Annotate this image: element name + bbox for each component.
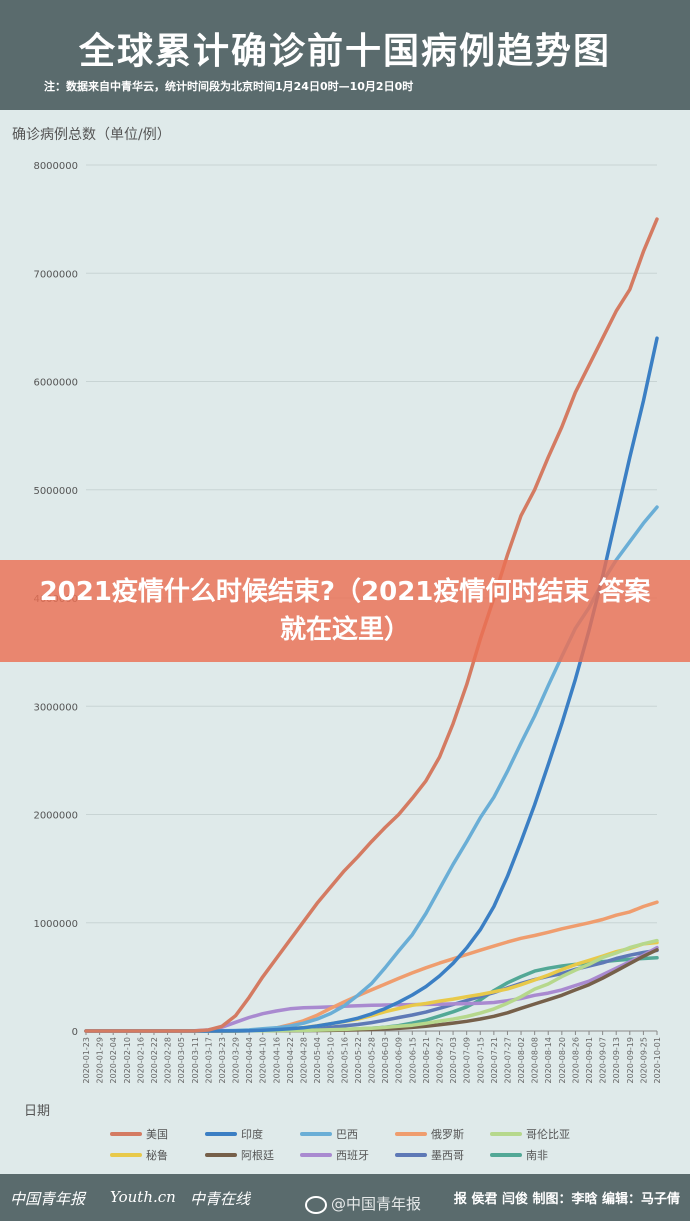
- footer-bar: 中国青年报 Youth.cn 中青在线 报 侯君 闫俊 制图：李晗 编辑：马子倩: [0, 1174, 690, 1221]
- x-tick-label: 2020-07-15: [476, 1037, 485, 1084]
- x-tick-label: 2020-04-04: [245, 1037, 254, 1084]
- x-tick-label: 2020-07-09: [463, 1037, 472, 1084]
- x-tick-label: 2020-09-25: [639, 1037, 648, 1084]
- legend-item: 哥伦比亚: [490, 1127, 570, 1141]
- x-tick-label: 2020-08-02: [517, 1037, 526, 1084]
- x-tick-label: 2020-04-10: [259, 1037, 268, 1084]
- y-tick-label: 7000000: [33, 269, 78, 280]
- x-tick-label: 2020-09-19: [626, 1037, 635, 1084]
- legend-label: 墨西哥: [431, 1149, 464, 1162]
- y-tick-label: 8000000: [33, 161, 78, 172]
- data-source-note: 注：数据来自中青华云，统计时间段为北京时间1月24日0时—10月2日0时: [44, 80, 414, 93]
- x-tick-label: 2020-09-13: [612, 1037, 621, 1084]
- y-tick-label: 1000000: [33, 919, 78, 930]
- watermark-text: @中国青年报: [331, 1195, 422, 1213]
- chart-title: 全球累计确诊前十国病例趋势图: [78, 31, 611, 72]
- logo-cyd: 中国青年报: [10, 1190, 86, 1208]
- y-tick-label: 6000000: [33, 378, 78, 389]
- x-tick-label: 2020-09-07: [599, 1037, 608, 1084]
- weibo-watermark: @中国青年报: [305, 1193, 421, 1214]
- logo-youth: Youth.cn: [110, 1188, 176, 1206]
- x-tick-label: 2020-03-17: [204, 1037, 213, 1084]
- x-tick-label: 2020-03-29: [232, 1037, 241, 1084]
- legend-label: 巴西: [336, 1128, 358, 1141]
- legend-item: 俄罗斯: [395, 1128, 464, 1141]
- headline-text: 2021疫情什么时候结束?（2021疫情何时结束 答案就在这里）: [39, 577, 651, 645]
- series-line: [84, 217, 659, 1033]
- x-tick-label: 2020-02-10: [123, 1037, 132, 1084]
- x-tick-label: 2020-09-01: [585, 1037, 594, 1084]
- series-lines: [84, 217, 659, 1033]
- credit-text: 报 侯君 闫俊 制图：李晗 编辑：马子倩: [453, 1192, 680, 1207]
- legend-item: 印度: [205, 1127, 263, 1141]
- x-tick-label: 2020-04-28: [300, 1037, 309, 1084]
- y-tick-label: 0: [72, 1027, 78, 1038]
- x-tick-label: 2020-07-03: [449, 1037, 458, 1084]
- legend-item: 西班牙: [300, 1149, 369, 1162]
- x-tick-label: 2020-02-28: [164, 1037, 173, 1084]
- header-bar: 全球累计确诊前十国病例趋势图 注：数据来自中青华云，统计时间段为北京时间1月24…: [0, 0, 690, 110]
- x-tick-label: 2020-06-03: [381, 1037, 390, 1084]
- x-tick-label: 2020-10-01: [653, 1037, 662, 1084]
- legend-label: 美国: [146, 1128, 168, 1141]
- legend-label: 印度: [241, 1127, 263, 1141]
- x-tick-label: 2020-08-08: [531, 1037, 540, 1084]
- y-tick-label: 2000000: [33, 811, 78, 822]
- x-tick-labels: 2020-01-23 2020-01-29 2020-02-04 2020-02-10…: [82, 1031, 662, 1084]
- x-axis-label: 日期: [24, 1104, 51, 1119]
- x-tick-label: 2020-05-04: [313, 1037, 322, 1084]
- x-tick-label: 2020-08-20: [558, 1037, 567, 1084]
- x-tick-label: 2020-05-16: [340, 1037, 349, 1084]
- x-tick-label: 2020-03-11: [191, 1037, 200, 1084]
- x-tick-label: 2020-03-23: [218, 1037, 227, 1084]
- x-tick-label: 2020-02-22: [150, 1037, 159, 1084]
- legend-label: 阿根廷: [241, 1148, 274, 1162]
- x-tick-label: 2020-06-09: [395, 1037, 404, 1084]
- legend-label: 秘鲁: [146, 1148, 168, 1162]
- x-tick-label: 2020-04-22: [286, 1037, 295, 1084]
- weibo-icon: [305, 1195, 327, 1214]
- legend-item: 墨西哥: [395, 1149, 464, 1162]
- y-axis-label: 确诊病例总数（单位/例）: [12, 127, 171, 143]
- x-tick-label: 2020-01-23: [82, 1037, 91, 1084]
- x-tick-label: 2020-02-04: [109, 1037, 118, 1084]
- x-tick-label: 2020-05-22: [354, 1037, 363, 1084]
- x-tick-label: 2020-01-29: [96, 1037, 105, 1084]
- legend-item: 巴西: [300, 1128, 358, 1141]
- y-tick-label: 5000000: [33, 486, 78, 497]
- x-tick-label: 2020-06-15: [408, 1037, 417, 1084]
- x-tick-label: 2020-05-28: [368, 1037, 377, 1084]
- legend-item: 秘鲁: [110, 1148, 168, 1162]
- legend-item: 阿根廷: [205, 1148, 274, 1162]
- legend-label: 俄罗斯: [431, 1128, 464, 1141]
- x-tick-label: 2020-06-27: [435, 1037, 444, 1084]
- legend-item: 美国: [110, 1128, 168, 1141]
- x-tick-label: 2020-08-26: [571, 1037, 580, 1084]
- x-tick-label: 2020-06-21: [422, 1037, 431, 1084]
- x-tick-label: 2020-07-27: [503, 1037, 512, 1084]
- logo-cyol: 中青在线: [190, 1190, 251, 1208]
- legend-label: 西班牙: [336, 1149, 369, 1162]
- legend-label: 哥伦比亚: [526, 1127, 570, 1141]
- x-tick-label: 2020-05-10: [327, 1037, 336, 1084]
- x-tick-label: 2020-03-05: [177, 1037, 186, 1084]
- legend-label: 南非: [526, 1149, 548, 1162]
- x-tick-label: 2020-08-14: [544, 1037, 553, 1084]
- x-tick-label: 2020-07-21: [490, 1037, 499, 1084]
- line-chart: 0100000020000003000000400000050000006000…: [33, 161, 662, 1162]
- x-tick-label: 2020-02-16: [136, 1037, 145, 1084]
- headline-banner: 2021疫情什么时候结束?（2021疫情何时结束 答案就在这里）: [0, 560, 690, 662]
- legend-item: 南非: [490, 1149, 548, 1162]
- y-tick-label: 3000000: [33, 702, 78, 713]
- x-tick-label: 2020-04-16: [272, 1037, 281, 1084]
